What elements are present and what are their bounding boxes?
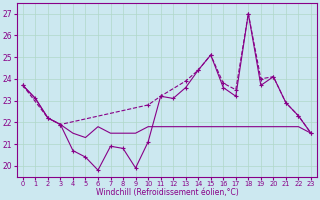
X-axis label: Windchill (Refroidissement éolien,°C): Windchill (Refroidissement éolien,°C) [96,188,238,197]
